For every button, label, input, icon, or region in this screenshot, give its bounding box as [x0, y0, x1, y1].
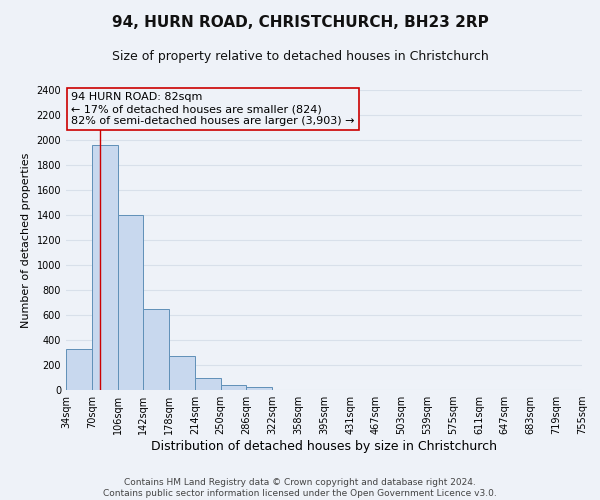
Text: 94 HURN ROAD: 82sqm
← 17% of detached houses are smaller (824)
82% of semi-detac: 94 HURN ROAD: 82sqm ← 17% of detached ho… [71, 92, 355, 126]
Bar [247, 386, 272, 390]
Bar [118, 215, 143, 390]
Bar [195, 378, 221, 390]
Text: 94, HURN ROAD, CHRISTCHURCH, BH23 2RP: 94, HURN ROAD, CHRISTCHURCH, BH23 2RP [112, 15, 488, 30]
Text: Contains HM Land Registry data © Crown copyright and database right 2024.
Contai: Contains HM Land Registry data © Crown c… [103, 478, 497, 498]
Bar [143, 310, 169, 390]
Y-axis label: Number of detached properties: Number of detached properties [21, 152, 31, 328]
Bar [66, 350, 92, 390]
Bar [169, 356, 195, 390]
Bar [221, 385, 247, 390]
X-axis label: Distribution of detached houses by size in Christchurch: Distribution of detached houses by size … [151, 440, 497, 453]
Bar [92, 145, 118, 390]
Text: Size of property relative to detached houses in Christchurch: Size of property relative to detached ho… [112, 50, 488, 63]
